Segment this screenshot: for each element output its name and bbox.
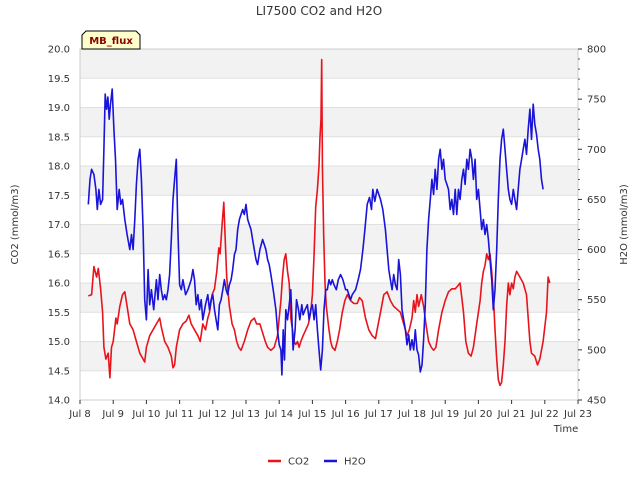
- grid-band: [80, 224, 578, 254]
- site-badge-label: MB_flux: [89, 36, 133, 47]
- y-left-tick-label: 18.5: [48, 132, 70, 143]
- plot-frame: [79, 48, 579, 401]
- x-axis-title: Time: [553, 424, 578, 435]
- site-badge: MB_flux: [81, 30, 141, 50]
- y-left-tick-label: 14.0: [48, 396, 70, 407]
- x-tick-label: Jul 17: [364, 409, 393, 420]
- legend-label-co2: CO2: [288, 457, 309, 468]
- grid-band: [80, 341, 578, 371]
- y-left-tick-label: 17.5: [48, 191, 70, 202]
- x-tick-label: Jul 21: [497, 409, 526, 420]
- y-left-tick-label: 19.0: [48, 103, 70, 114]
- x-tick-label: Jul 13: [231, 409, 260, 420]
- y-right-axis-title: H2O (mmol/m3): [619, 184, 630, 265]
- y-left-tick-label: 19.5: [48, 74, 70, 85]
- legend: CO2 H2O: [268, 457, 366, 468]
- y-right-tick-label: 500: [587, 345, 606, 356]
- grid-band: [80, 136, 578, 166]
- x-tick-label: Jul 23: [563, 409, 592, 420]
- x-tick-label: Jul 22: [530, 409, 559, 420]
- x-tick-label: Jul 12: [198, 409, 227, 420]
- y-left-tick-label: 14.5: [48, 366, 70, 377]
- y-left-tick-label: 17.0: [48, 220, 70, 231]
- chart-title: LI7500 CO2 and H2O: [256, 4, 382, 18]
- y-left-tick-label: 16.0: [48, 279, 70, 290]
- y-right-tick-label: 550: [587, 295, 606, 306]
- y-left-axis-title: CO2 (mmol/m3): [10, 184, 21, 264]
- y-right-tick-label: 600: [587, 245, 606, 256]
- x-tick-label: Jul 18: [397, 409, 426, 420]
- x-tick-label: Jul 11: [165, 409, 194, 420]
- x-tick-label: Jul 19: [430, 409, 459, 420]
- grid-band: [80, 78, 578, 108]
- grid-band: [80, 253, 578, 283]
- x-axis: Jul 8 Jul 9 Jul 10 Jul 11 Jul 12 Jul 13 Jul 14…: [68, 400, 592, 420]
- grid-band: [80, 370, 578, 400]
- y-left-tick-label: 15.5: [48, 308, 70, 319]
- grid-band: [80, 195, 578, 225]
- x-tick-label: Jul 8: [68, 409, 91, 420]
- x-tick-label: Jul 20: [463, 409, 492, 420]
- y-left-tick-label: 15.0: [48, 337, 70, 348]
- grid-band: [80, 49, 578, 79]
- y-left-tick-label: 18.0: [48, 162, 70, 173]
- y-right-tick-label: 700: [587, 145, 606, 156]
- x-tick-label: Jul 10: [131, 409, 160, 420]
- y-left-tick-label: 20.0: [48, 45, 70, 56]
- series-line-h2o: [87, 88, 544, 376]
- left-axis: 14.0 14.5 15.0 15.5 16.0 16.5 17.0 17.5 18.0 18.5…: [48, 45, 70, 407]
- y-right-tick-label: 450: [587, 396, 606, 407]
- x-tick-label: Jul 9: [101, 409, 124, 420]
- grid-band: [80, 166, 578, 196]
- x-tick-label: Jul 15: [297, 409, 326, 420]
- legend-label-h2o: H2O: [344, 457, 366, 468]
- x-tick-label: Jul 16: [331, 409, 360, 420]
- y-left-tick-label: 16.5: [48, 249, 70, 260]
- right-axis: 450 500 550 600 650 700 750 800: [578, 45, 606, 407]
- grid-band: [80, 107, 578, 137]
- y-right-tick-label: 800: [587, 45, 606, 56]
- y-right-tick-label: 750: [587, 95, 606, 106]
- series-layer: [87, 58, 551, 387]
- y-right-tick-label: 650: [587, 195, 606, 206]
- series-line-co2: [88, 58, 551, 387]
- x-tick-label: Jul 14: [264, 409, 293, 420]
